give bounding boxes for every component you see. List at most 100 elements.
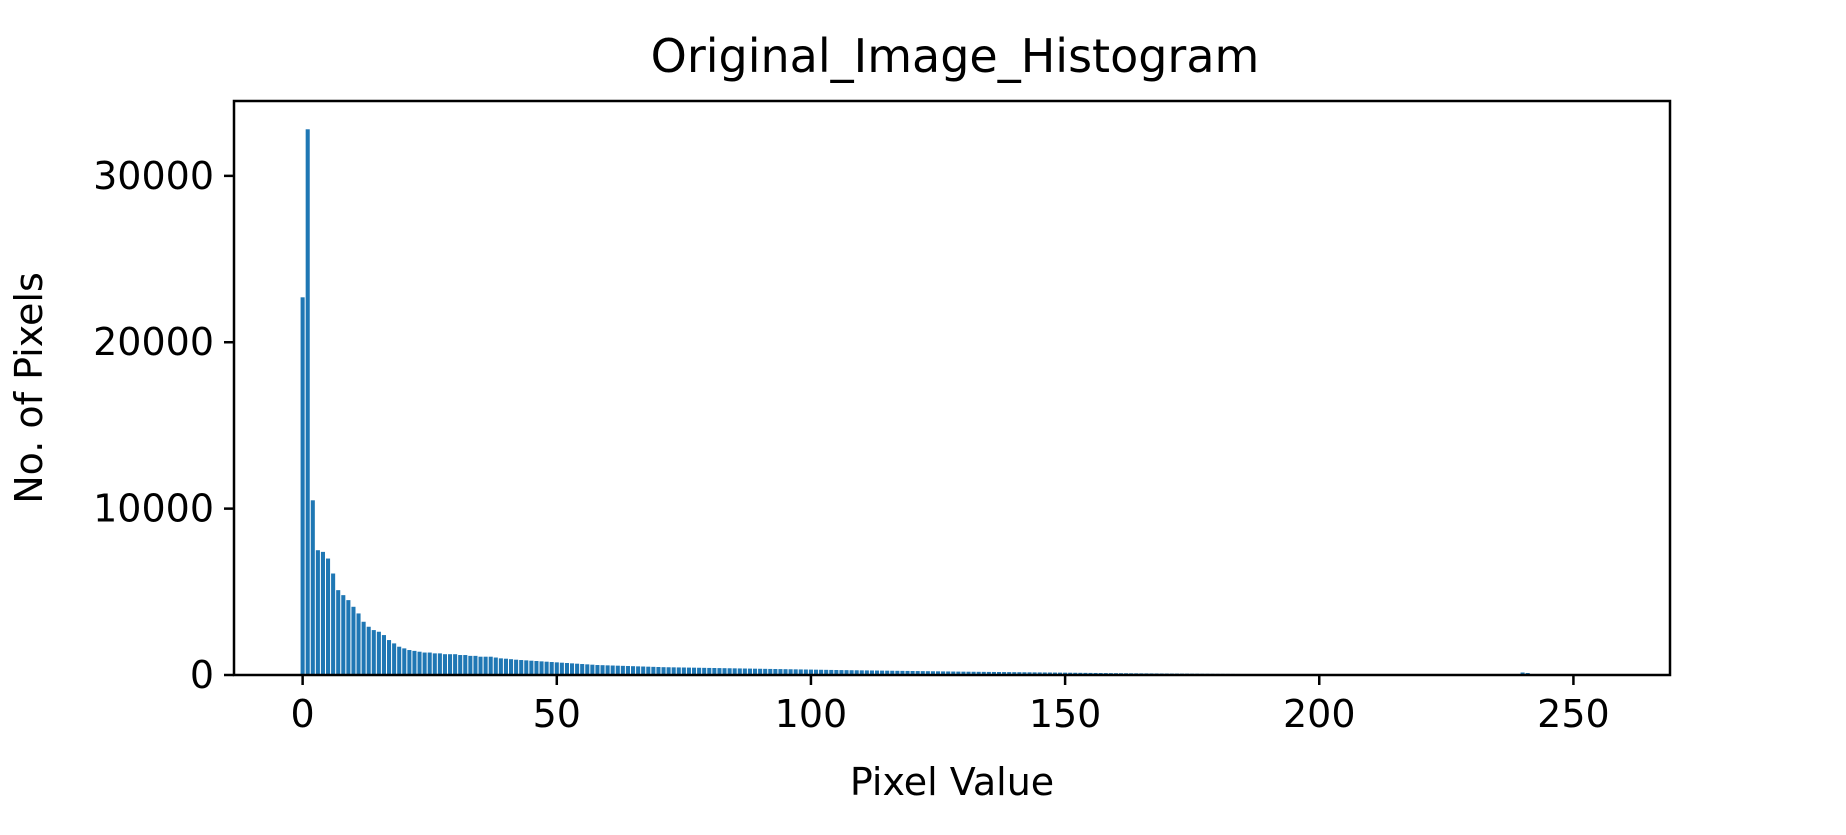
histogram-bar (320, 551, 325, 675)
histogram-bar (605, 665, 610, 675)
histogram-bar (1002, 672, 1007, 675)
histogram-bar (874, 670, 880, 675)
histogram-bar (742, 668, 747, 675)
histogram-bar (829, 669, 834, 675)
histogram-bar (798, 669, 803, 675)
histogram-bar (361, 621, 366, 675)
histogram-bar (1022, 672, 1027, 675)
histogram-bar (656, 667, 661, 675)
histogram-bar (417, 651, 422, 675)
histogram-bar (371, 630, 376, 675)
histogram-bar (305, 129, 310, 675)
histogram-bar (646, 666, 651, 675)
histogram-bar (824, 669, 829, 675)
histogram-bar (880, 670, 885, 675)
histogram-bar (702, 667, 707, 675)
histogram-bar (549, 662, 554, 675)
y-axis: 0 10000 20000 30000 (93, 154, 234, 697)
histogram-bar (1027, 672, 1032, 675)
histogram-bar (996, 672, 1002, 675)
histogram-bar (976, 671, 981, 675)
histogram-bar (519, 660, 524, 675)
histogram-bar (524, 660, 529, 675)
histogram-bar (727, 668, 732, 675)
histogram-bar (1037, 672, 1042, 675)
x-axis: 0 50 100 150 200 250 (291, 675, 1610, 736)
histogram-bar (422, 652, 427, 675)
histogram-bar (920, 671, 925, 675)
histogram-bar (631, 666, 636, 675)
histogram-bar (681, 667, 686, 675)
histogram-bar (971, 671, 976, 675)
histogram-bar (707, 667, 712, 675)
histogram-bar (300, 297, 305, 675)
histogram-bar (1032, 672, 1037, 675)
histogram-bar (326, 558, 331, 675)
chart-title: Original_Image_Histogram (651, 29, 1260, 83)
histogram-bar (747, 668, 752, 675)
histogram-bar (697, 667, 702, 675)
histogram-bar (442, 654, 447, 675)
histogram-bar (1017, 672, 1022, 675)
histogram-bar (570, 663, 575, 675)
histogram-bar (620, 665, 625, 675)
histogram-bar (686, 667, 691, 675)
histogram-bar (473, 655, 478, 675)
histogram-bar (834, 670, 839, 675)
histogram-bar (788, 669, 793, 675)
histogram-bar (310, 500, 315, 675)
histogram-bar (803, 669, 808, 675)
histogram-bar (864, 670, 869, 675)
histogram-bar (463, 655, 468, 675)
histogram-bar (778, 669, 783, 675)
histogram-bar (595, 665, 600, 675)
histogram-bar (935, 671, 941, 675)
histogram-bar (981, 671, 986, 675)
histogram-bar (915, 671, 920, 675)
histogram-bar (737, 668, 742, 675)
histogram-bar (844, 670, 849, 675)
histogram-bar (991, 671, 996, 675)
histogram-bar (600, 665, 605, 675)
histogram-bar (559, 662, 564, 675)
histogram-bar (554, 662, 559, 675)
x-tick-label: 150 (1029, 692, 1102, 736)
y-axis-label: No. of Pixels (7, 272, 51, 504)
histogram-bar (890, 670, 895, 675)
histogram-bar (483, 656, 488, 675)
histogram-bar (793, 669, 798, 675)
histogram-bar (758, 668, 763, 675)
histogram-bar (752, 668, 758, 675)
y-tick-label: 20000 (93, 320, 214, 364)
histogram-bar (387, 640, 392, 675)
y-tick-label: 30000 (93, 154, 214, 198)
histogram-bar (341, 595, 346, 675)
x-tick-label: 0 (291, 692, 315, 736)
histogram-bar (453, 654, 458, 675)
histogram-bar (763, 668, 768, 675)
histogram-bar (478, 656, 483, 675)
histogram-bar (392, 643, 397, 675)
plot-frame (232, 99, 1672, 677)
histogram-bar (895, 670, 900, 675)
x-axis-label: Pixel Value (850, 760, 1054, 804)
histogram-bar (941, 671, 946, 675)
histogram-bar (315, 550, 320, 675)
histogram-bar (509, 659, 514, 675)
histogram-bar (773, 669, 778, 675)
histogram-bar (641, 666, 646, 675)
histogram-bar (412, 650, 417, 675)
y-tick-label: 0 (190, 653, 214, 697)
histogram-bar (839, 670, 844, 675)
histogram-bar (346, 600, 351, 675)
histogram-bar (849, 670, 854, 675)
histogram-bar (331, 573, 336, 675)
histogram-bar (666, 667, 671, 675)
histogram-bar (854, 670, 859, 675)
histogram-bar (351, 606, 356, 675)
histogram-bar (1012, 672, 1017, 675)
x-tick-label: 50 (533, 692, 581, 736)
histogram-bar (961, 671, 966, 675)
